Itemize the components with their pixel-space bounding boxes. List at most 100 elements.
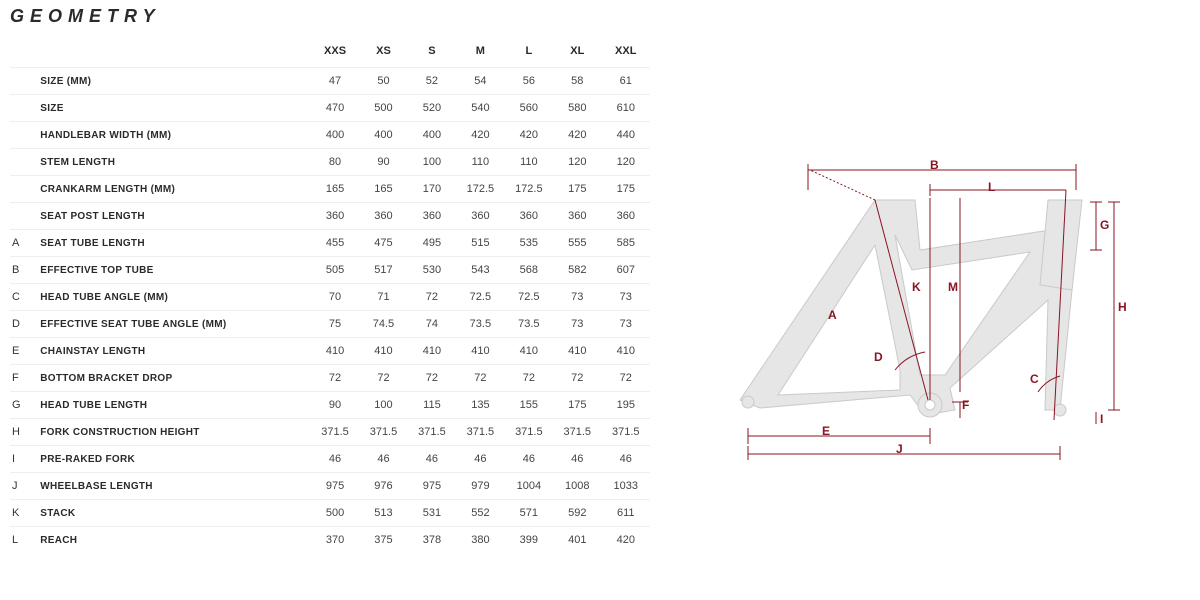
cell-value: 611 bbox=[602, 500, 650, 527]
row-label: STEM LENGTH bbox=[38, 149, 311, 176]
cell-value: 73 bbox=[602, 311, 650, 338]
cell-value: 360 bbox=[456, 203, 504, 230]
cell-value: 371.5 bbox=[359, 419, 407, 446]
cell-value: 500 bbox=[311, 500, 359, 527]
diagram-label-m: M bbox=[948, 280, 958, 294]
table-row: CHEAD TUBE ANGLE (MM)70717272.572.57373 bbox=[10, 284, 650, 311]
row-label: FORK CONSTRUCTION HEIGHT bbox=[38, 419, 311, 446]
cell-value: 568 bbox=[505, 257, 553, 284]
cell-value: 100 bbox=[408, 149, 456, 176]
table-row: STEM LENGTH8090100110110120120 bbox=[10, 149, 650, 176]
cell-value: 1008 bbox=[553, 473, 601, 500]
diagram-label-d: D bbox=[874, 350, 883, 364]
cell-value: 475 bbox=[359, 230, 407, 257]
cell-value: 505 bbox=[311, 257, 359, 284]
col-header: XXL bbox=[602, 39, 650, 68]
cell-value: 531 bbox=[408, 500, 456, 527]
cell-value: 580 bbox=[553, 95, 601, 122]
cell-value: 515 bbox=[456, 230, 504, 257]
cell-value: 975 bbox=[311, 473, 359, 500]
cell-value: 47 bbox=[311, 68, 359, 95]
table-row: HFORK CONSTRUCTION HEIGHT371.5371.5371.5… bbox=[10, 419, 650, 446]
diagram-label-e: E bbox=[822, 424, 830, 438]
cell-value: 52 bbox=[408, 68, 456, 95]
table-row: JWHEELBASE LENGTH97597697597910041008103… bbox=[10, 473, 650, 500]
cell-value: 195 bbox=[602, 392, 650, 419]
cell-value: 72 bbox=[602, 365, 650, 392]
cell-value: 371.5 bbox=[456, 419, 504, 446]
cell-value: 500 bbox=[359, 95, 407, 122]
cell-value: 360 bbox=[408, 203, 456, 230]
row-label: SIZE bbox=[38, 95, 311, 122]
cell-value: 607 bbox=[602, 257, 650, 284]
cell-value: 72.5 bbox=[505, 284, 553, 311]
diagram-label-a: A bbox=[828, 308, 837, 322]
row-letter: C bbox=[10, 284, 38, 311]
cell-value: 592 bbox=[553, 500, 601, 527]
row-label: PRE-RAKED FORK bbox=[38, 446, 311, 473]
cell-value: 72 bbox=[359, 365, 407, 392]
cell-value: 582 bbox=[553, 257, 601, 284]
row-label: SIZE (MM) bbox=[38, 68, 311, 95]
diagram-label-c: C bbox=[1030, 372, 1039, 386]
table-row: SIZE470500520540560580610 bbox=[10, 95, 650, 122]
row-label: WHEELBASE LENGTH bbox=[38, 473, 311, 500]
cell-value: 976 bbox=[359, 473, 407, 500]
diagram-label-b: B bbox=[930, 158, 939, 172]
cell-value: 543 bbox=[456, 257, 504, 284]
cell-value: 360 bbox=[505, 203, 553, 230]
cell-value: 46 bbox=[602, 446, 650, 473]
cell-value: 72 bbox=[505, 365, 553, 392]
cell-value: 420 bbox=[456, 122, 504, 149]
cell-value: 72 bbox=[553, 365, 601, 392]
row-label: EFFECTIVE TOP TUBE bbox=[38, 257, 311, 284]
geometry-table: XXSXSSMLXLXXL SIZE (MM)47505254565861SIZ… bbox=[10, 39, 650, 553]
row-label: HANDLEBAR WIDTH (MM) bbox=[38, 122, 311, 149]
cell-value: 513 bbox=[359, 500, 407, 527]
cell-value: 170 bbox=[408, 176, 456, 203]
col-header: XS bbox=[359, 39, 407, 68]
cell-value: 100 bbox=[359, 392, 407, 419]
row-label: EFFECTIVE SEAT TUBE ANGLE (MM) bbox=[38, 311, 311, 338]
cell-value: 73 bbox=[553, 311, 601, 338]
row-letter bbox=[10, 149, 38, 176]
cell-value: 46 bbox=[408, 446, 456, 473]
row-label: HEAD TUBE LENGTH bbox=[38, 392, 311, 419]
table-row: FBOTTOM BRACKET DROP72727272727272 bbox=[10, 365, 650, 392]
diagram-label-l: L bbox=[988, 180, 995, 194]
cell-value: 420 bbox=[553, 122, 601, 149]
cell-value: 420 bbox=[505, 122, 553, 149]
cell-value: 560 bbox=[505, 95, 553, 122]
col-header: M bbox=[456, 39, 504, 68]
cell-value: 517 bbox=[359, 257, 407, 284]
cell-value: 1004 bbox=[505, 473, 553, 500]
cell-value: 74.5 bbox=[359, 311, 407, 338]
cell-value: 371.5 bbox=[553, 419, 601, 446]
row-label: HEAD TUBE ANGLE (MM) bbox=[38, 284, 311, 311]
cell-value: 73 bbox=[553, 284, 601, 311]
diagram-label-k: K bbox=[912, 280, 921, 294]
row-letter bbox=[10, 176, 38, 203]
row-letter: I bbox=[10, 446, 38, 473]
col-header: L bbox=[505, 39, 553, 68]
cell-value: 975 bbox=[408, 473, 456, 500]
cell-value: 400 bbox=[311, 122, 359, 149]
table-row: CRANKARM LENGTH (MM)165165170172.5172.51… bbox=[10, 176, 650, 203]
cell-value: 410 bbox=[456, 338, 504, 365]
cell-value: 72.5 bbox=[456, 284, 504, 311]
cell-value: 175 bbox=[602, 176, 650, 203]
cell-value: 46 bbox=[359, 446, 407, 473]
table-row: GHEAD TUBE LENGTH90100115135155175195 bbox=[10, 392, 650, 419]
cell-value: 410 bbox=[553, 338, 601, 365]
col-header: XL bbox=[553, 39, 601, 68]
cell-value: 585 bbox=[602, 230, 650, 257]
cell-value: 410 bbox=[602, 338, 650, 365]
page-title: GEOMETRY bbox=[10, 6, 700, 27]
cell-value: 72 bbox=[408, 365, 456, 392]
cell-value: 155 bbox=[505, 392, 553, 419]
cell-value: 50 bbox=[359, 68, 407, 95]
row-letter: L bbox=[10, 527, 38, 554]
cell-value: 380 bbox=[456, 527, 504, 554]
cell-value: 360 bbox=[602, 203, 650, 230]
table-row: LREACH370375378380399401420 bbox=[10, 527, 650, 554]
